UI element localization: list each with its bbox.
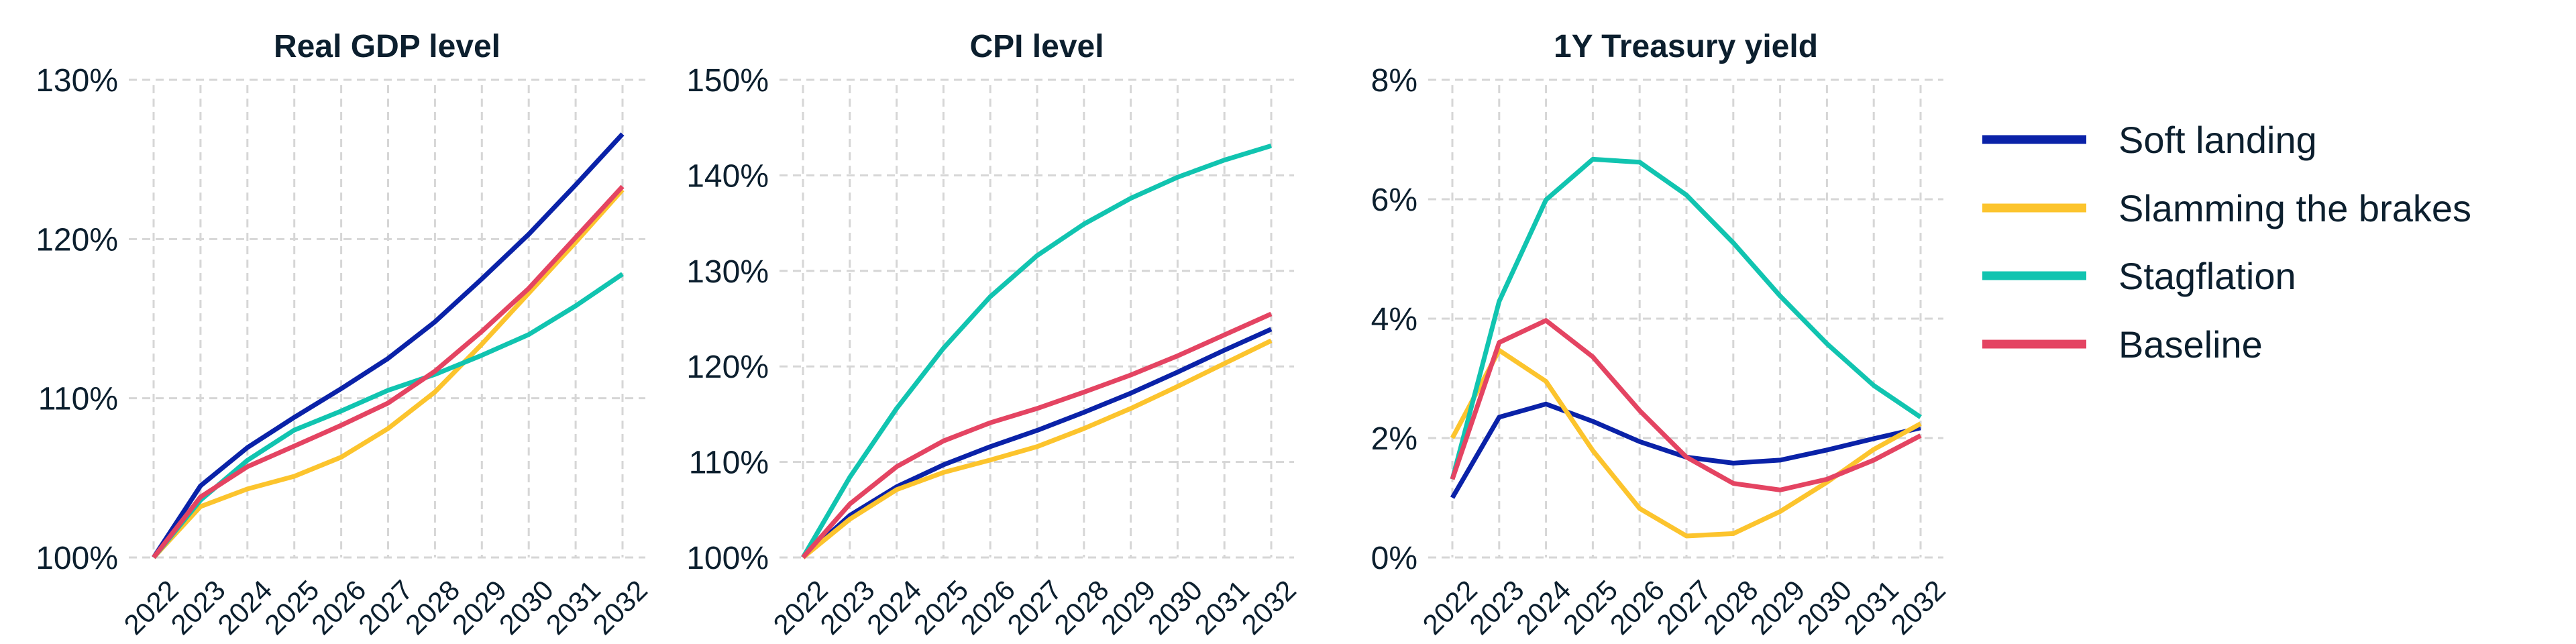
- x-tick-label: 2027: [1002, 574, 1068, 641]
- chart-panel-2: CPI level100%110%120%130%140%150%2022202…: [686, 29, 1302, 641]
- x-tick-label: 2023: [814, 574, 880, 641]
- series-line-baseline: [152, 184, 625, 559]
- legend-item: Slamming the brakes: [1982, 187, 2471, 229]
- x-tick-label: 2024: [1510, 574, 1576, 641]
- x-tick-label: 2030: [493, 574, 559, 641]
- x-tick-label: 2027: [1651, 574, 1717, 641]
- chart-title: 1Y Treasury yield: [1554, 29, 1818, 64]
- y-tick-label: 150%: [686, 63, 769, 99]
- series-line-slamming-the-brakes: [801, 338, 1273, 559]
- x-tick-label: 2025: [908, 574, 974, 641]
- x-tick-label: 2024: [211, 574, 278, 641]
- x-tick-label: 2030: [1791, 574, 1858, 641]
- x-tick-label: 2022: [1417, 574, 1483, 641]
- x-tick-label: 2027: [352, 574, 419, 641]
- y-tick-label: 2%: [1371, 421, 1417, 457]
- y-tick-label: 120%: [686, 350, 769, 385]
- x-tick-label: 2025: [258, 574, 325, 641]
- series-line-stagflation: [800, 143, 1273, 559]
- x-tick-label: 2022: [118, 574, 184, 641]
- x-tick-label: 2032: [1885, 574, 1951, 641]
- x-tick-label: 2026: [305, 574, 372, 641]
- y-tick-label: 4%: [1371, 302, 1417, 337]
- x-tick-label: 2029: [1744, 574, 1811, 641]
- legend-label: Baseline: [2118, 323, 2263, 366]
- y-tick-label: 100%: [36, 541, 118, 576]
- x-tick-label: 2028: [1048, 574, 1114, 641]
- x-tick-label: 2030: [1142, 574, 1208, 641]
- x-tick-label: 2031: [1838, 574, 1904, 641]
- x-tick-label: 2031: [540, 574, 606, 641]
- legend-item: Stagflation: [1982, 255, 2296, 297]
- y-tick-label: 140%: [686, 158, 769, 194]
- y-tick-label: 130%: [36, 63, 118, 99]
- y-tick-label: 110%: [689, 445, 769, 481]
- x-tick-label: 2029: [1095, 574, 1161, 641]
- y-tick-label: 100%: [686, 541, 769, 576]
- y-tick-label: 6%: [1371, 182, 1417, 218]
- y-tick-label: 130%: [686, 254, 769, 290]
- chart-panel-1: Real GDP level100%110%120%130%2022202320…: [36, 29, 653, 641]
- y-tick-label: 0%: [1371, 541, 1417, 576]
- y-tick-label: 110%: [38, 382, 118, 417]
- x-tick-label: 2025: [1557, 574, 1623, 641]
- x-tick-label: 2023: [164, 574, 231, 641]
- legend-label: Slamming the brakes: [2118, 187, 2471, 229]
- x-tick-label: 2022: [767, 574, 834, 641]
- y-tick-label: 8%: [1371, 63, 1417, 99]
- legend-item: Baseline: [1982, 323, 2263, 366]
- series-line-soft-landing: [152, 132, 625, 559]
- series-line-soft-landing: [801, 327, 1273, 559]
- chart-title: Real GDP level: [274, 29, 500, 64]
- series-line-baseline: [801, 311, 1273, 559]
- x-tick-label: 2028: [399, 574, 466, 641]
- chart-panel-3: 1Y Treasury yield0%2%4%6%8%2022202320242…: [1371, 29, 1951, 641]
- chart-title: CPI level: [969, 29, 1104, 64]
- y-tick-label: 120%: [36, 222, 118, 258]
- x-tick-label: 2032: [1236, 574, 1302, 641]
- x-tick-label: 2031: [1189, 574, 1255, 641]
- x-tick-label: 2026: [1604, 574, 1670, 641]
- series-line-stagflation: [152, 272, 624, 559]
- x-tick-label: 2032: [587, 574, 653, 641]
- x-tick-label: 2023: [1463, 574, 1529, 641]
- legend: Soft landing Slamming the brakes Stagflati…: [1982, 119, 2471, 366]
- legend-item: Soft landing: [1982, 119, 2317, 161]
- x-tick-label: 2026: [955, 574, 1021, 641]
- x-tick-label: 2024: [861, 574, 927, 641]
- x-tick-label: 2029: [446, 574, 513, 641]
- series-line-baseline: [1450, 318, 1922, 492]
- x-tick-label: 2028: [1697, 574, 1764, 641]
- series-line-stagflation: [1450, 156, 1922, 480]
- legend-label: Soft landing: [2118, 119, 2317, 161]
- legend-label: Stagflation: [2118, 255, 2296, 297]
- series-line-slamming-the-brakes: [152, 188, 625, 559]
